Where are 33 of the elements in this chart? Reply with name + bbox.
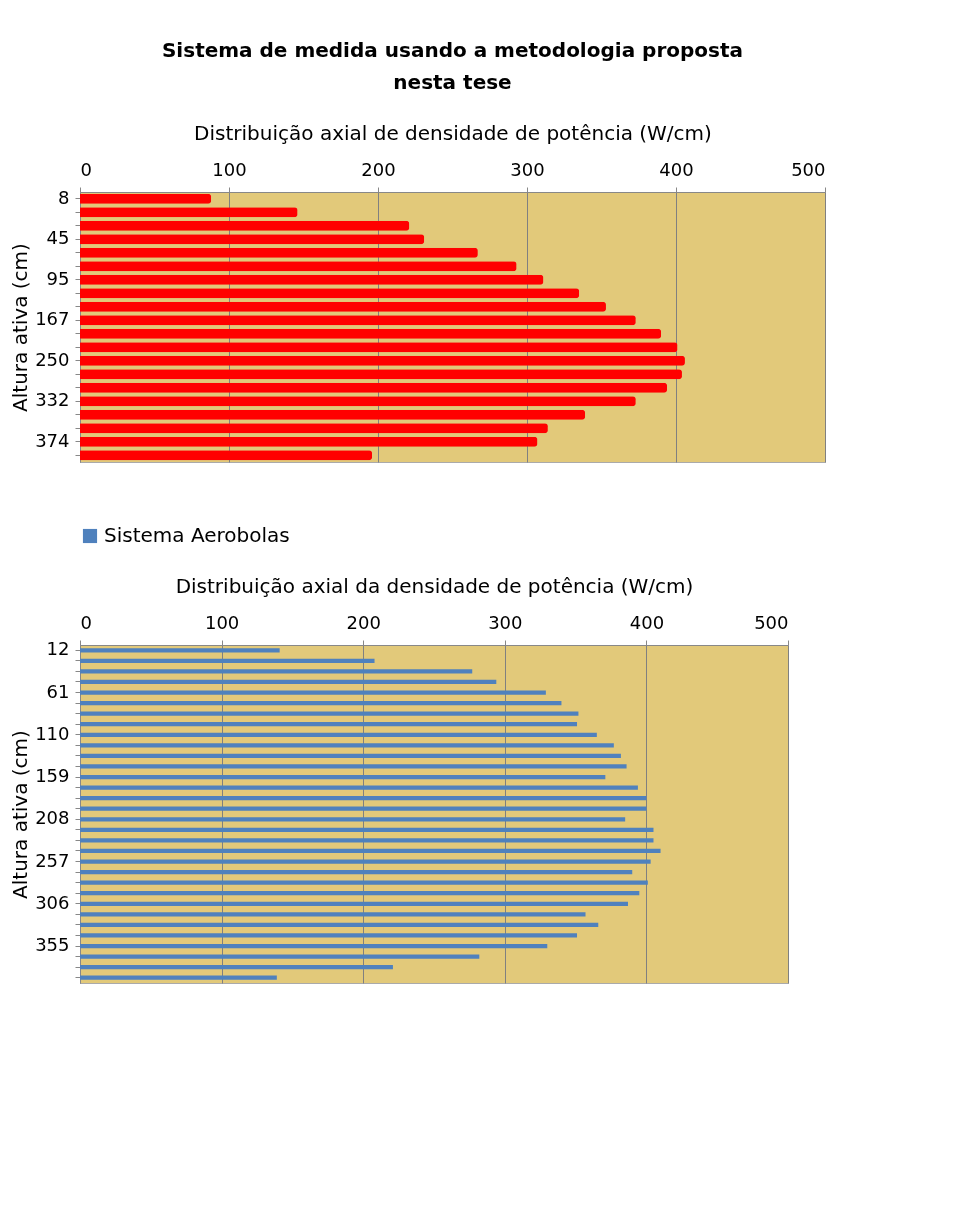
x-tick-label: 0 [80, 611, 92, 633]
x-tick-label: 100 [212, 158, 247, 180]
y-tick-label: 12 [46, 638, 70, 660]
y-tick-label: 374 [35, 429, 70, 451]
legend-label: Sistema Aerobolas [104, 523, 290, 547]
y-tick-label: 95 [46, 267, 70, 289]
x-tick-label: 200 [346, 611, 381, 633]
x-tick-label: 200 [361, 158, 396, 180]
x-tick-label: 0 [80, 158, 92, 180]
chart-title: Sistema de medida usando a metodologia proposta nesta tese [161, 38, 744, 94]
y-tick-label: 208 [35, 807, 70, 829]
y-axis-title: Altura ativa (cm) [8, 730, 33, 899]
x-tick-label: 400 [659, 158, 694, 180]
x-tick-label: 300 [510, 158, 545, 180]
x-tick-label: 300 [488, 611, 523, 633]
y-tick-label: 332 [35, 389, 70, 411]
x-axis-title: Distribuição axial da densidade de potência (W/cm) [175, 573, 694, 598]
y-tick-label: 167 [35, 308, 70, 330]
x-tick-label: 100 [204, 611, 240, 633]
x-tick-label: 500 [791, 158, 826, 180]
x-tick-label: 400 [629, 611, 665, 633]
y-tick-label: 355 [35, 934, 70, 956]
y-tick-label: 159 [35, 765, 70, 787]
x-tick-label: 500 [754, 611, 789, 633]
y-tick-label: 306 [35, 891, 70, 913]
y-tick-label: 45 [46, 227, 70, 249]
y-tick-label: 257 [35, 849, 70, 871]
y-axis-title: Altura ativa (cm) [8, 243, 33, 412]
x-axis-title: Distribuição axial de densidade de potência (W/cm) [194, 120, 712, 145]
y-tick-label: 61 [46, 680, 70, 702]
y-tick-label: 250 [35, 348, 70, 370]
y-tick-label: 110 [35, 722, 70, 744]
y-tick-label: 8 [58, 186, 70, 208]
